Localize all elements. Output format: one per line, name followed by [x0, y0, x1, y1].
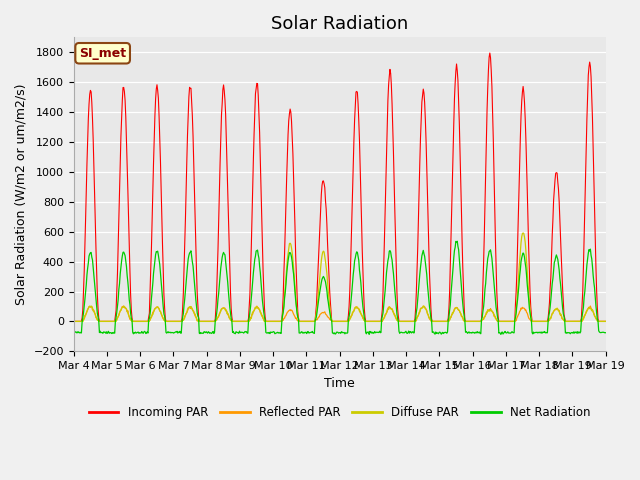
Net Radiation [424, 288, 432, 294]
Incoming PAR [132, 319, 140, 324]
Net Radiation [602, 330, 609, 336]
Incoming PAR [276, 319, 284, 324]
Reflected PAR [602, 319, 609, 324]
Net Radiation [394, 318, 402, 324]
Legend: Incoming PAR, Reflected PAR, Diffuse PAR, Net Radiation: Incoming PAR, Reflected PAR, Diffuse PAR… [84, 401, 595, 424]
Diffuse PAR [602, 319, 609, 324]
Net Radiation [70, 329, 77, 335]
Diffuse PAR [276, 319, 284, 324]
Text: SI_met: SI_met [79, 47, 126, 60]
Reflected PAR [133, 319, 141, 324]
Reflected PAR [70, 319, 77, 324]
Reflected PAR [231, 319, 239, 324]
Diffuse PAR [230, 319, 238, 324]
Incoming PAR [602, 319, 609, 324]
Net Radiation [276, 330, 284, 336]
X-axis label: Time: Time [324, 377, 355, 390]
Line: Diffuse PAR: Diffuse PAR [74, 233, 605, 322]
Reflected PAR [425, 314, 433, 320]
Incoming PAR [230, 319, 238, 324]
Line: Net Radiation: Net Radiation [74, 241, 605, 335]
Net Radiation [497, 332, 505, 337]
Incoming PAR [486, 50, 493, 56]
Reflected PAR [395, 319, 403, 324]
Diffuse PAR [132, 319, 140, 324]
Diffuse PAR [519, 230, 527, 236]
Diffuse PAR [394, 319, 402, 324]
Diffuse PAR [257, 308, 264, 314]
Diffuse PAR [70, 319, 77, 324]
Incoming PAR [257, 157, 264, 163]
Incoming PAR [394, 313, 402, 319]
Diffuse PAR [424, 312, 432, 317]
Line: Reflected PAR: Reflected PAR [74, 306, 605, 322]
Line: Incoming PAR: Incoming PAR [74, 53, 605, 322]
Net Radiation [453, 239, 461, 244]
Incoming PAR [70, 319, 77, 324]
Reflected PAR [120, 303, 127, 309]
Reflected PAR [257, 310, 265, 316]
Y-axis label: Solar Radiation (W/m2 or um/m2/s): Solar Radiation (W/m2 or um/m2/s) [15, 84, 28, 305]
Incoming PAR [424, 218, 432, 224]
Reflected PAR [277, 319, 285, 324]
Net Radiation [230, 330, 238, 336]
Net Radiation [132, 330, 140, 336]
Title: Solar Radiation: Solar Radiation [271, 15, 408, 33]
Net Radiation [257, 270, 264, 276]
